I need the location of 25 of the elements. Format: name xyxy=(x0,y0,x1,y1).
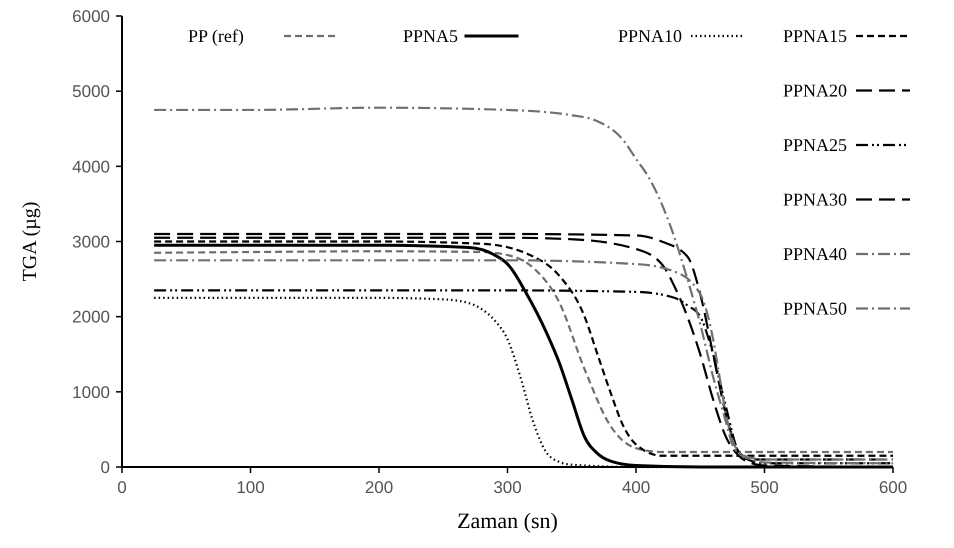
legend-label: PPNA25 xyxy=(783,135,848,155)
legend-label: PPNA15 xyxy=(783,26,848,46)
x-tick-label: 600 xyxy=(878,478,908,497)
legend-label: PPNA10 xyxy=(618,26,682,46)
x-tick-label: 500 xyxy=(750,478,779,497)
legend-label: PPNA40 xyxy=(783,244,848,264)
y-tick-label: 4000 xyxy=(72,157,110,176)
y-axis-title: TGA (µg) xyxy=(19,202,41,282)
y-tick-label: 3000 xyxy=(72,232,110,252)
legend-label: PP (ref) xyxy=(188,26,244,46)
legend-label: PPNA5 xyxy=(403,26,458,46)
y-tick-label: 0 xyxy=(100,458,110,477)
x-tick-label: 200 xyxy=(364,478,394,497)
x-axis-title: Zaman (sn) xyxy=(457,508,558,533)
x-tick-label: 0 xyxy=(117,478,127,497)
x-tick-label: 300 xyxy=(493,478,522,497)
x-tick-label: 100 xyxy=(236,478,265,497)
y-tick-label: 6000 xyxy=(72,7,110,26)
y-tick-label: 5000 xyxy=(72,82,110,102)
y-tick-label: 2000 xyxy=(72,308,110,327)
y-tick-label: 1000 xyxy=(72,382,110,402)
x-tick-label: 400 xyxy=(622,478,650,497)
legend-label: PPNA30 xyxy=(783,190,848,210)
legend-label: PPNA20 xyxy=(783,80,848,100)
legend-label: PPNA50 xyxy=(783,298,848,318)
